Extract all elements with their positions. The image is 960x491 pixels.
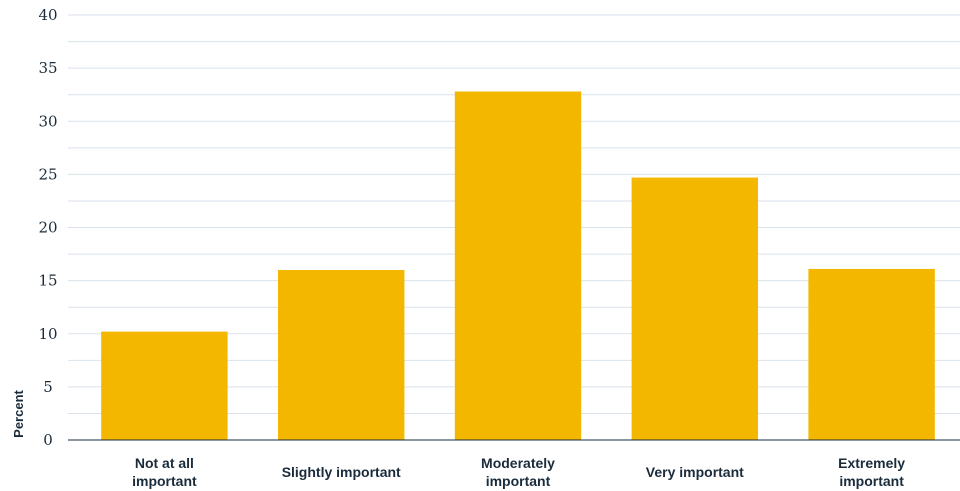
bar (277, 270, 405, 440)
x-tick-label-line: important (839, 473, 904, 489)
y-axis-label: Percent (11, 389, 26, 437)
y-tick-label: 0 (43, 431, 53, 449)
x-tick-label-line: Extremely (838, 455, 905, 471)
x-tick-label-line: Very important (646, 464, 744, 480)
x-tick-label-line: Moderately (481, 455, 555, 471)
y-tick-label: 35 (38, 59, 57, 77)
x-tick-label: Very important (646, 464, 744, 480)
x-tick-label: Slightly important (282, 464, 401, 480)
x-tick-label-line: important (132, 473, 197, 489)
bar (454, 91, 582, 440)
y-tick-label: 10 (38, 325, 57, 343)
x-tick-label: Not at all important (132, 455, 197, 489)
bar (808, 268, 935, 440)
y-tick-label: 20 (38, 219, 57, 237)
y-tick-label: 25 (38, 165, 57, 183)
y-axis-ticks: 0 5 10 15 20 25 30 35 40 (38, 6, 57, 449)
y-tick-label: 40 (38, 6, 57, 24)
bar (101, 331, 228, 440)
x-tick-label: Extremely important (838, 455, 905, 489)
y-tick-label: 30 (38, 112, 57, 130)
x-tick-label-line: important (486, 473, 551, 489)
bars (101, 91, 935, 440)
bar (631, 177, 759, 440)
x-tick-label-line: Slightly important (282, 464, 401, 480)
y-tick-label: 15 (38, 272, 57, 290)
x-tick-label: Moderately important (481, 455, 555, 489)
x-axis-labels: Not at all important Slightly important Mod… (132, 455, 905, 489)
x-tick-label-line: Not at all (135, 455, 194, 471)
y-tick-label: 5 (43, 378, 53, 396)
